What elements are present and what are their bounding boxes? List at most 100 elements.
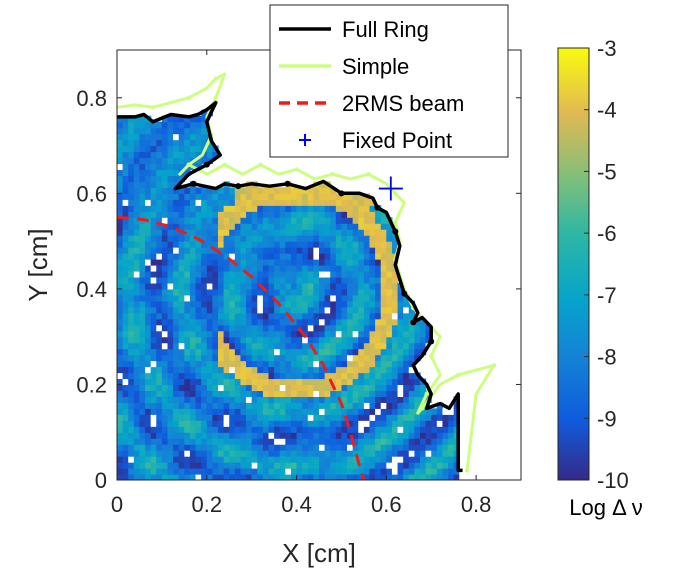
heatmap-cell — [133, 384, 141, 392]
heatmap-cell — [307, 241, 314, 248]
heatmap-cell — [229, 390, 236, 397]
heatmap-cell — [403, 474, 410, 480]
heatmap-cell — [212, 468, 219, 475]
heatmap-cell — [184, 420, 191, 427]
heatmap-cell — [324, 414, 331, 421]
heatmap-cell — [341, 396, 348, 403]
heatmap-cell — [234, 288, 242, 296]
heatmap-cell — [184, 151, 191, 159]
heatmap-cell — [122, 181, 129, 188]
heatmap-cell — [375, 282, 382, 290]
heatmap-cell — [139, 456, 146, 463]
heatmap-cell — [117, 456, 124, 463]
heatmap-cell — [335, 372, 343, 380]
heatmap-cell — [386, 253, 393, 260]
heatmap-cell — [420, 438, 427, 445]
heatmap-cell — [156, 462, 163, 469]
heatmap-cell — [133, 282, 141, 290]
heatmap-cell — [201, 348, 208, 356]
heatmap-cell — [341, 432, 348, 439]
heatmap-cell — [369, 241, 376, 248]
heatmap-cell — [274, 187, 281, 194]
heatmap-cell — [341, 420, 348, 427]
heatmap-cell — [369, 265, 376, 272]
heatmap-cell — [246, 229, 253, 236]
heatmap-cell — [285, 253, 292, 260]
heatmap-cell — [117, 312, 124, 320]
heatmap-cell — [156, 145, 163, 153]
heatmap-cell — [274, 474, 281, 480]
heatmap-cell — [234, 336, 242, 344]
heatmap-cell — [161, 402, 169, 409]
heatmap-cell — [279, 348, 286, 356]
heatmap-cell — [223, 396, 230, 403]
x-tick-label: 0.6 — [371, 492, 402, 517]
heatmap-cell — [279, 235, 286, 242]
heatmap-cell — [330, 199, 337, 206]
heatmap-cell — [268, 276, 275, 284]
heatmap-cell — [369, 348, 376, 356]
heatmap-cell — [262, 354, 270, 362]
heatmap-cell — [117, 420, 124, 427]
heatmap-cell — [290, 318, 298, 326]
heatmap-cell — [403, 456, 410, 463]
heatmap-cell — [117, 223, 124, 230]
heatmap-cell — [279, 229, 286, 236]
heatmap-cell — [262, 468, 270, 475]
heatmap-cell — [218, 306, 225, 314]
heatmap-cell — [268, 408, 275, 415]
heatmap-cell — [380, 336, 387, 344]
heatmap-cell — [218, 217, 225, 224]
heatmap-cell — [352, 444, 359, 451]
heatmap-cell — [223, 432, 230, 439]
heatmap-cell — [161, 360, 169, 368]
heatmap-cell — [189, 450, 197, 457]
heatmap-cell — [117, 217, 124, 224]
heatmap-cell — [363, 384, 371, 392]
heatmap-cell — [290, 288, 298, 296]
heatmap-cell — [296, 259, 303, 266]
heatmap-cell — [206, 384, 213, 392]
heatmap-cell — [161, 175, 169, 182]
heatmap-cell — [274, 235, 281, 242]
heatmap-cell — [380, 456, 387, 463]
heatmap-cell — [448, 456, 455, 463]
heatmap-cell — [178, 330, 185, 338]
heatmap-cell — [307, 438, 314, 445]
heatmap-cell — [319, 432, 326, 439]
heatmap-cell — [167, 360, 174, 368]
heatmap-cell — [218, 372, 225, 380]
heatmap-cell — [150, 342, 157, 350]
heatmap-cell — [195, 318, 202, 326]
heatmap-cell — [234, 229, 242, 236]
heatmap-cell — [145, 265, 152, 272]
heatmap-cell — [380, 235, 387, 242]
heatmap-cell — [274, 300, 281, 308]
heatmap-cell — [178, 163, 185, 171]
heatmap-cell — [133, 199, 141, 206]
heatmap-cell — [296, 199, 303, 206]
simple-point — [393, 219, 398, 225]
heatmap-cell — [223, 247, 230, 254]
heatmap-cell — [324, 474, 331, 480]
heatmap-cell — [391, 342, 399, 350]
heatmap-cell — [139, 151, 146, 159]
heatmap-cell — [178, 318, 185, 326]
heatmap-cell — [268, 450, 275, 457]
heatmap-cell — [189, 265, 197, 272]
heatmap-cell — [150, 163, 157, 171]
heatmap-cell — [206, 294, 213, 302]
heatmap-cell — [206, 288, 213, 296]
heatmap-cell — [128, 282, 135, 290]
heatmap-cell — [178, 145, 185, 153]
heatmap-cell — [290, 348, 298, 356]
heatmap-cell — [363, 444, 371, 451]
heatmap-cell — [246, 438, 253, 445]
heatmap-cell — [324, 187, 331, 194]
heatmap-cell — [262, 270, 270, 278]
heatmap-cell — [201, 330, 208, 338]
simple-point — [429, 353, 434, 358]
heatmap-cell — [251, 354, 258, 362]
heatmap-cell — [173, 426, 180, 433]
heatmap-cell — [319, 390, 326, 397]
